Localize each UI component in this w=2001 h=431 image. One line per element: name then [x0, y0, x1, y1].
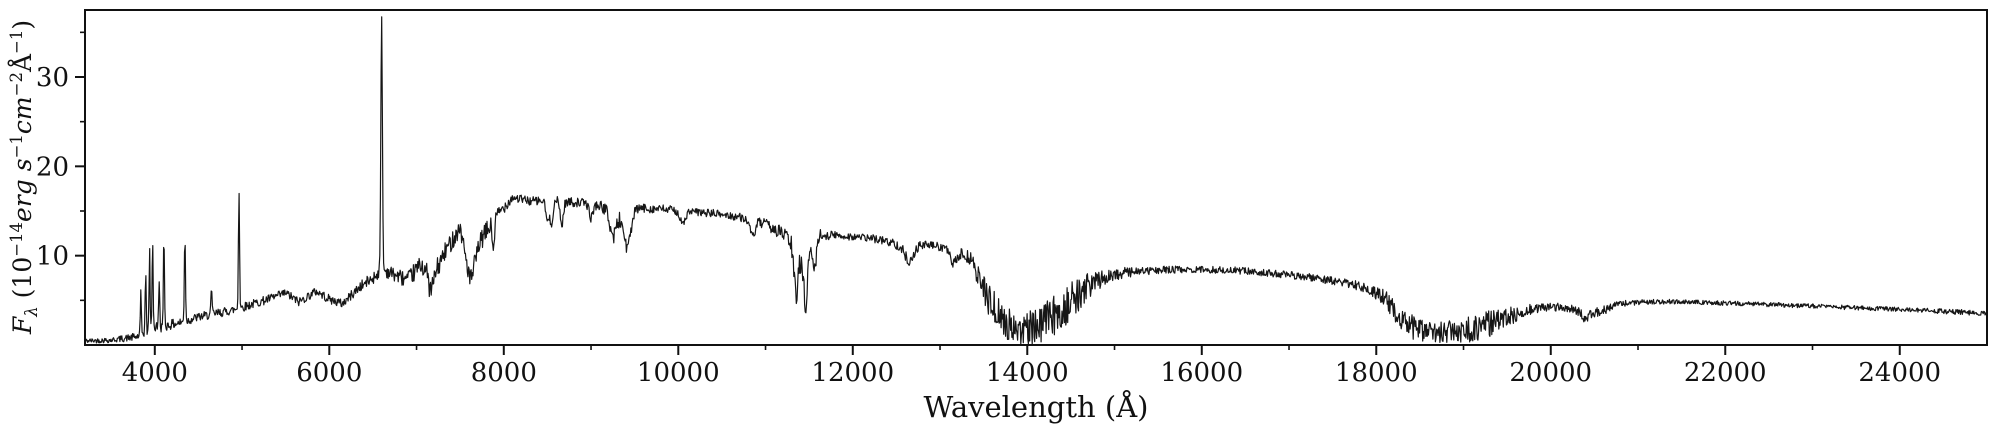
x-tick-label: 24000 — [1858, 358, 1941, 388]
y-axis-label-part: −14 — [6, 221, 26, 257]
y-axis-label-part: (10 — [8, 256, 38, 307]
x-tick-label: 8000 — [471, 358, 537, 388]
y-axis-label-part: F — [8, 316, 38, 335]
y-axis-label-part: ) — [8, 19, 38, 30]
y-axis-label-part: λ — [22, 306, 42, 317]
y-axis-label-part: −1 — [6, 29, 26, 54]
x-tick-label: 10000 — [637, 358, 720, 388]
y-axis-label-part: Å — [8, 53, 38, 73]
y-tick-label: 30 — [36, 63, 69, 93]
spectrum-line — [84, 16, 1988, 345]
y-axis-label: Fλ (10−14erg s−1cm−2Å−1) — [7, 20, 41, 334]
x-tick-label: 18000 — [1335, 358, 1418, 388]
axes-frame — [84, 9, 1988, 346]
x-tick-label: 16000 — [1160, 358, 1243, 388]
x-tick-label: 20000 — [1509, 358, 1592, 388]
x-tick-label: 12000 — [811, 358, 894, 388]
x-tick-label: 6000 — [296, 358, 362, 388]
y-axis-label-part: cm — [8, 96, 38, 135]
y-axis-label-part: −1 — [6, 134, 26, 159]
y-tick-label: 20 — [36, 152, 69, 182]
x-axis-label: Wavelength (Å) — [923, 390, 1149, 424]
x-tick-label: 4000 — [122, 358, 188, 388]
y-axis-label-part: −2 — [6, 72, 26, 97]
x-tick-label: 22000 — [1684, 358, 1767, 388]
y-tick-label: 10 — [36, 242, 69, 272]
y-axis-label-part: erg s — [8, 158, 38, 222]
x-tick-label: 14000 — [986, 358, 1069, 388]
